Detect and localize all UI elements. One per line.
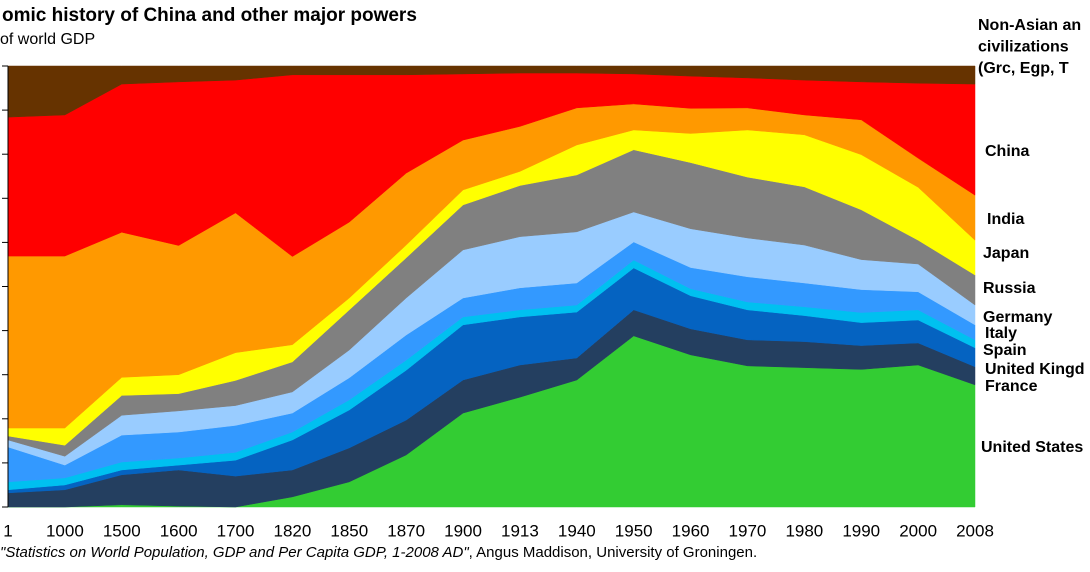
legend-label: China bbox=[985, 143, 1030, 160]
x-tick-label: 1970 bbox=[729, 521, 767, 540]
legend-label: India bbox=[987, 211, 1024, 228]
x-tick-label: 1870 bbox=[387, 521, 425, 540]
legend-label: Russia bbox=[983, 280, 1036, 297]
x-tick-label: 1950 bbox=[615, 521, 653, 540]
legend-label: Non-Asian an civilizations (Grc, Egp, T bbox=[978, 17, 1081, 77]
legend-label: France bbox=[985, 378, 1038, 395]
x-tick-label: 1700 bbox=[217, 521, 255, 540]
x-tick-label: 1990 bbox=[842, 521, 880, 540]
x-tick-label: 1960 bbox=[672, 521, 710, 540]
x-tick-label: 1913 bbox=[501, 521, 539, 540]
source-title: "Statistics on World Population, GDP and… bbox=[0, 544, 469, 561]
x-tick-label: 1820 bbox=[273, 521, 311, 540]
legend-label: Spain bbox=[983, 342, 1027, 359]
legend-label: Italy bbox=[985, 325, 1017, 342]
legend-label: Japan bbox=[983, 245, 1029, 262]
x-tick-label: 1 bbox=[3, 521, 12, 540]
x-tick-label: 1500 bbox=[103, 521, 141, 540]
legend-label: Germany bbox=[983, 309, 1052, 326]
x-tick-label: 1000 bbox=[46, 521, 84, 540]
area bbox=[7, 65, 976, 118]
x-tick-label: 1600 bbox=[160, 521, 198, 540]
legend-label: United Kingd bbox=[985, 361, 1085, 378]
x-tick-label: 1980 bbox=[785, 521, 823, 540]
legend-label: United States bbox=[981, 439, 1083, 456]
source-author: , Angus Maddison, University of Groninge… bbox=[469, 544, 758, 561]
x-tick-label: 1900 bbox=[444, 521, 482, 540]
chart-subtitle: of world GDP bbox=[0, 31, 95, 48]
areas bbox=[7, 65, 976, 508]
source-note: "Statistics on World Population, GDP and… bbox=[0, 544, 757, 561]
x-tick-label: 1850 bbox=[330, 521, 368, 540]
x-tick-label: 2000 bbox=[899, 521, 937, 540]
chart-title: omic history of China and other major po… bbox=[2, 5, 417, 26]
x-tick-label: 1940 bbox=[558, 521, 596, 540]
x-tick-label: 2008 bbox=[956, 521, 994, 540]
